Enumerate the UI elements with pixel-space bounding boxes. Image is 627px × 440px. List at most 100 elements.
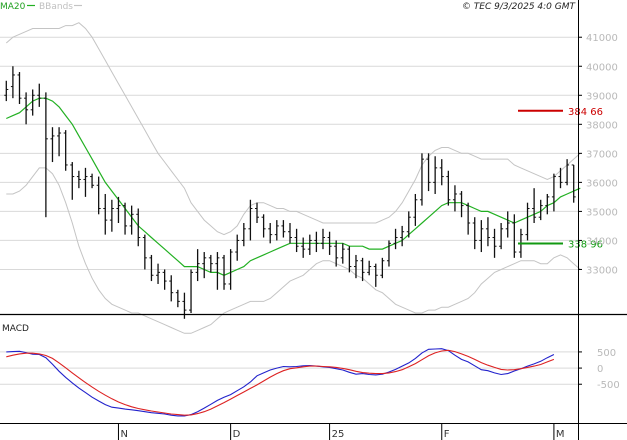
y-tick-label-8: 33000 (586, 265, 618, 276)
ohlc-bar-55 (367, 260, 372, 276)
price-levels: 384 66 338 96 (518, 107, 603, 250)
ohlc-bar-9 (63, 130, 68, 171)
ohlc-bar-81 (538, 199, 543, 221)
ohlc-bar-12 (83, 167, 88, 197)
ohlc-bar-52 (347, 246, 352, 273)
ohlc-bar-61 (406, 211, 411, 238)
ohlc-bar-20 (136, 208, 141, 247)
ohlc-bar-60 (400, 225, 405, 247)
ohlc-bar-76 (505, 211, 510, 238)
ohlc-bar-35 (235, 234, 240, 261)
ma20-line (6, 97, 581, 276)
price-bars (4, 66, 576, 319)
legend-bbands: BBands (39, 2, 73, 12)
ohlc-bar-19 (129, 205, 134, 235)
ohlc-bar-23 (156, 263, 161, 284)
ohlc-bar-7 (50, 127, 55, 163)
ohlc-bar-30 (202, 252, 207, 279)
ohlc-bar-58 (386, 240, 391, 267)
macd-y-tick-label-2: -500 (597, 380, 620, 391)
ohlc-bar-47 (314, 231, 319, 253)
ohlc-bar-83 (551, 173, 556, 212)
y-tick-label-4: 37000 (586, 149, 618, 160)
ohlc-bar-6 (43, 92, 48, 218)
ohlc-bar-68 (452, 185, 457, 212)
ohlc-bar-1 (10, 66, 15, 99)
main-grid (0, 36, 578, 270)
x-tick-label-0: N (120, 429, 127, 440)
ohlc-bar-86 (571, 164, 576, 203)
ohlc-bar-65 (433, 156, 438, 194)
ohlc-bar-67 (446, 170, 451, 206)
ohlc-bar-84 (558, 167, 563, 189)
ohlc-bar-54 (360, 257, 365, 282)
ohlc-bar-45 (301, 237, 306, 258)
bb-upper-line (5, 22, 581, 236)
ohlc-bar-85 (565, 159, 570, 186)
ohlc-bar-75 (499, 223, 504, 250)
ohlc-bar-14 (96, 176, 101, 215)
legend: MA20 BBands (0, 2, 82, 12)
ohlc-bar-16 (109, 199, 114, 232)
ohlc-bar-25 (169, 275, 174, 302)
ohlc-bar-22 (149, 254, 154, 282)
ohlc-bar-29 (195, 249, 200, 282)
ohlc-bar-49 (327, 231, 332, 255)
ohlc-bar-21 (142, 234, 147, 270)
ohlc-bar-37 (248, 199, 253, 241)
x-tick-label-3: F (444, 429, 450, 440)
ohlc-bar-51 (340, 243, 345, 264)
ohlc-bar-59 (393, 228, 398, 250)
ohlc-bar-82 (545, 193, 550, 215)
ohlc-bar-39 (261, 214, 266, 238)
macd-line (6, 348, 555, 417)
y-tick-label-1: 40000 (586, 62, 618, 73)
ohlc-bar-50 (334, 240, 339, 267)
ohlc-bar-69 (459, 191, 464, 218)
x-tick-label-2: 25 (332, 429, 345, 440)
ohlc-bar-24 (162, 269, 167, 290)
ohlc-bar-18 (123, 202, 128, 235)
ma20-polyline (6, 97, 581, 276)
ohlc-bar-17 (116, 196, 121, 224)
ohlc-bar-3 (24, 92, 29, 125)
ohlc-bar-62 (413, 193, 418, 226)
ohlc-bar-36 (241, 223, 246, 247)
signal-line (6, 349, 555, 416)
ohlc-bar-10 (70, 162, 75, 200)
ohlc-bar-80 (532, 188, 537, 224)
ohlc-bar-43 (288, 223, 292, 244)
ohlc-bar-0 (4, 80, 9, 102)
bb-lower-line (6, 167, 581, 334)
y-tick-label-0: 41000 (586, 33, 618, 44)
macd-y-tick-label-1: 0 (597, 364, 603, 375)
legend-ma20: MA20 (0, 2, 26, 12)
macd-y-tick-label-0: 500 (597, 348, 616, 359)
ohlc-bar-31 (208, 254, 213, 273)
x-tick-label-4: M (556, 429, 565, 440)
ohlc-bar-28 (189, 269, 194, 313)
ohlc-bar-42 (281, 220, 286, 238)
ohlc-bar-33 (222, 254, 227, 290)
ohlc-bar-8 (57, 127, 62, 157)
macd-grid (0, 351, 578, 385)
ohlc-bar-53 (353, 254, 358, 279)
ohlc-bar-70 (466, 202, 471, 235)
ohlc-bar-79 (525, 202, 530, 241)
y-tick-label-5: 36000 (586, 178, 618, 189)
ohlc-bar-46 (307, 234, 312, 255)
level-label-0: 384 66 (568, 107, 603, 118)
copyright-notice: © TEC 9/3/2025 4:0 GMT (462, 2, 577, 12)
ohlc-bar-15 (103, 193, 108, 235)
ohlc-bar-34 (228, 249, 233, 290)
ohlc-bar-71 (472, 217, 477, 250)
y-tick-label-2: 39000 (586, 91, 618, 102)
ohlc-bar-72 (479, 220, 484, 253)
ohlc-bar-44 (294, 228, 299, 253)
ohlc-bar-66 (439, 159, 444, 186)
ohlc-bar-56 (373, 263, 378, 287)
ohlc-bar-5 (37, 83, 42, 107)
ohlc-bar-57 (380, 257, 385, 279)
